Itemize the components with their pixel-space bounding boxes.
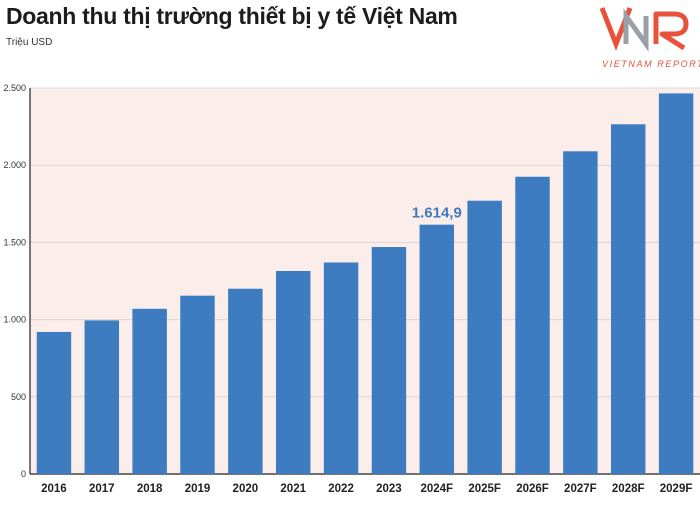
bar (563, 151, 598, 474)
bar (467, 200, 502, 474)
x-tick-label: 2019 (185, 483, 211, 495)
y-tick-label: 2.000 (3, 160, 26, 170)
chart-title: Doanh thu thị trường thiết bị y tế Việt … (6, 3, 458, 29)
y-tick-label: 500 (11, 392, 26, 402)
x-tick-label: 2025F (468, 483, 501, 495)
bar (275, 270, 311, 474)
vnr-logo-icon (599, 7, 689, 52)
bar (180, 295, 215, 474)
bar (228, 288, 263, 474)
bar (658, 93, 694, 475)
x-tick-label: 2023 (376, 483, 402, 495)
x-tick-label: 2024F (420, 483, 453, 495)
x-tick-label: 2017 (89, 483, 115, 495)
y-tick-label: 0 (21, 469, 26, 479)
logo-caption: VIETNAM REPORT (602, 59, 700, 69)
data-label: 1.614,9 (412, 205, 462, 222)
vietnam-report-logo: VIETNAM REPORT (596, 4, 700, 72)
bar (36, 331, 72, 474)
y-tick-label: 1.000 (3, 315, 26, 325)
x-tick-label: 2018 (137, 483, 163, 495)
plot-background (30, 88, 700, 474)
bar (515, 176, 550, 474)
x-tick-label: 2027F (564, 483, 597, 495)
x-tick-label: 2016 (41, 483, 67, 495)
x-tick-label: 2020 (233, 483, 259, 495)
x-tick-label: 2029F (660, 483, 693, 495)
bar (610, 124, 646, 474)
bar (323, 262, 359, 474)
bar (371, 247, 407, 474)
x-tick-label: 2026F (516, 483, 549, 495)
bar (84, 320, 120, 474)
bar (132, 308, 167, 474)
y-tick-label: 1.500 (3, 237, 26, 247)
unit-label: Triệu USD (6, 37, 53, 48)
y-tick-label: 2.500 (3, 83, 26, 93)
x-tick-label: 2028F (612, 483, 645, 495)
x-tick-label: 2021 (280, 483, 306, 495)
bar (419, 224, 455, 474)
x-tick-label: 2022 (328, 483, 354, 495)
